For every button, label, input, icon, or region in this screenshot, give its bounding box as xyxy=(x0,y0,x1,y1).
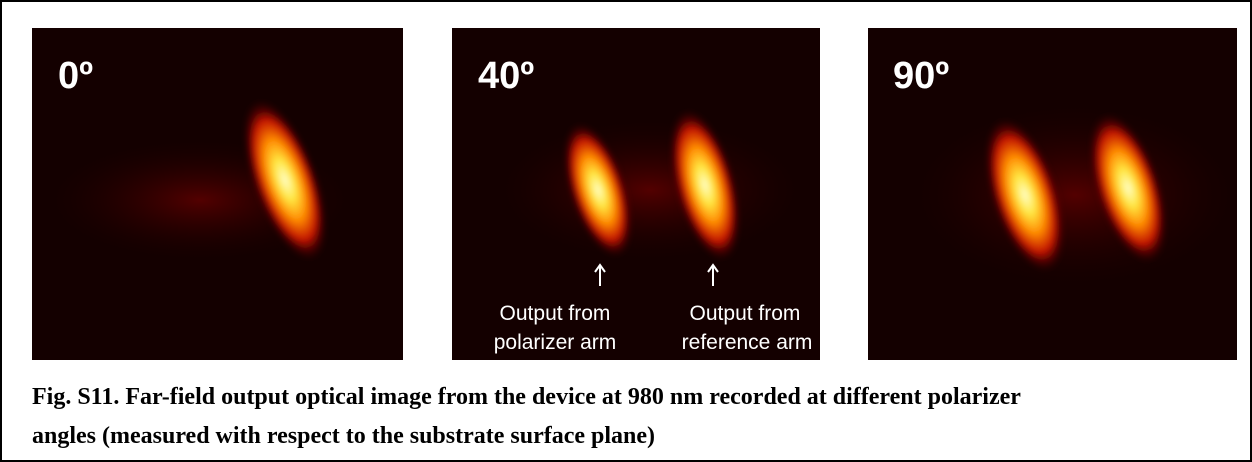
annotation: polarizer arm xyxy=(494,331,617,354)
annotation: Output from xyxy=(690,302,801,325)
panel-label: 40º xyxy=(478,55,534,97)
panel-label: 0º xyxy=(58,55,93,97)
image-panel: 90º xyxy=(868,28,1237,360)
caption: Fig. S11. Far-field output optical image… xyxy=(32,384,1021,410)
image-panel: 0º xyxy=(32,28,403,360)
figure: 0º 40º Output from polarizer arm Output … xyxy=(0,0,1252,462)
panel-label: 90º xyxy=(893,55,949,97)
caption: angles (measured with respect to the sub… xyxy=(32,423,655,449)
annotation: reference arm xyxy=(682,331,813,354)
image-panel: 40º Output from polarizer arm Output fro… xyxy=(452,28,820,360)
annotation: Output from xyxy=(500,302,611,325)
